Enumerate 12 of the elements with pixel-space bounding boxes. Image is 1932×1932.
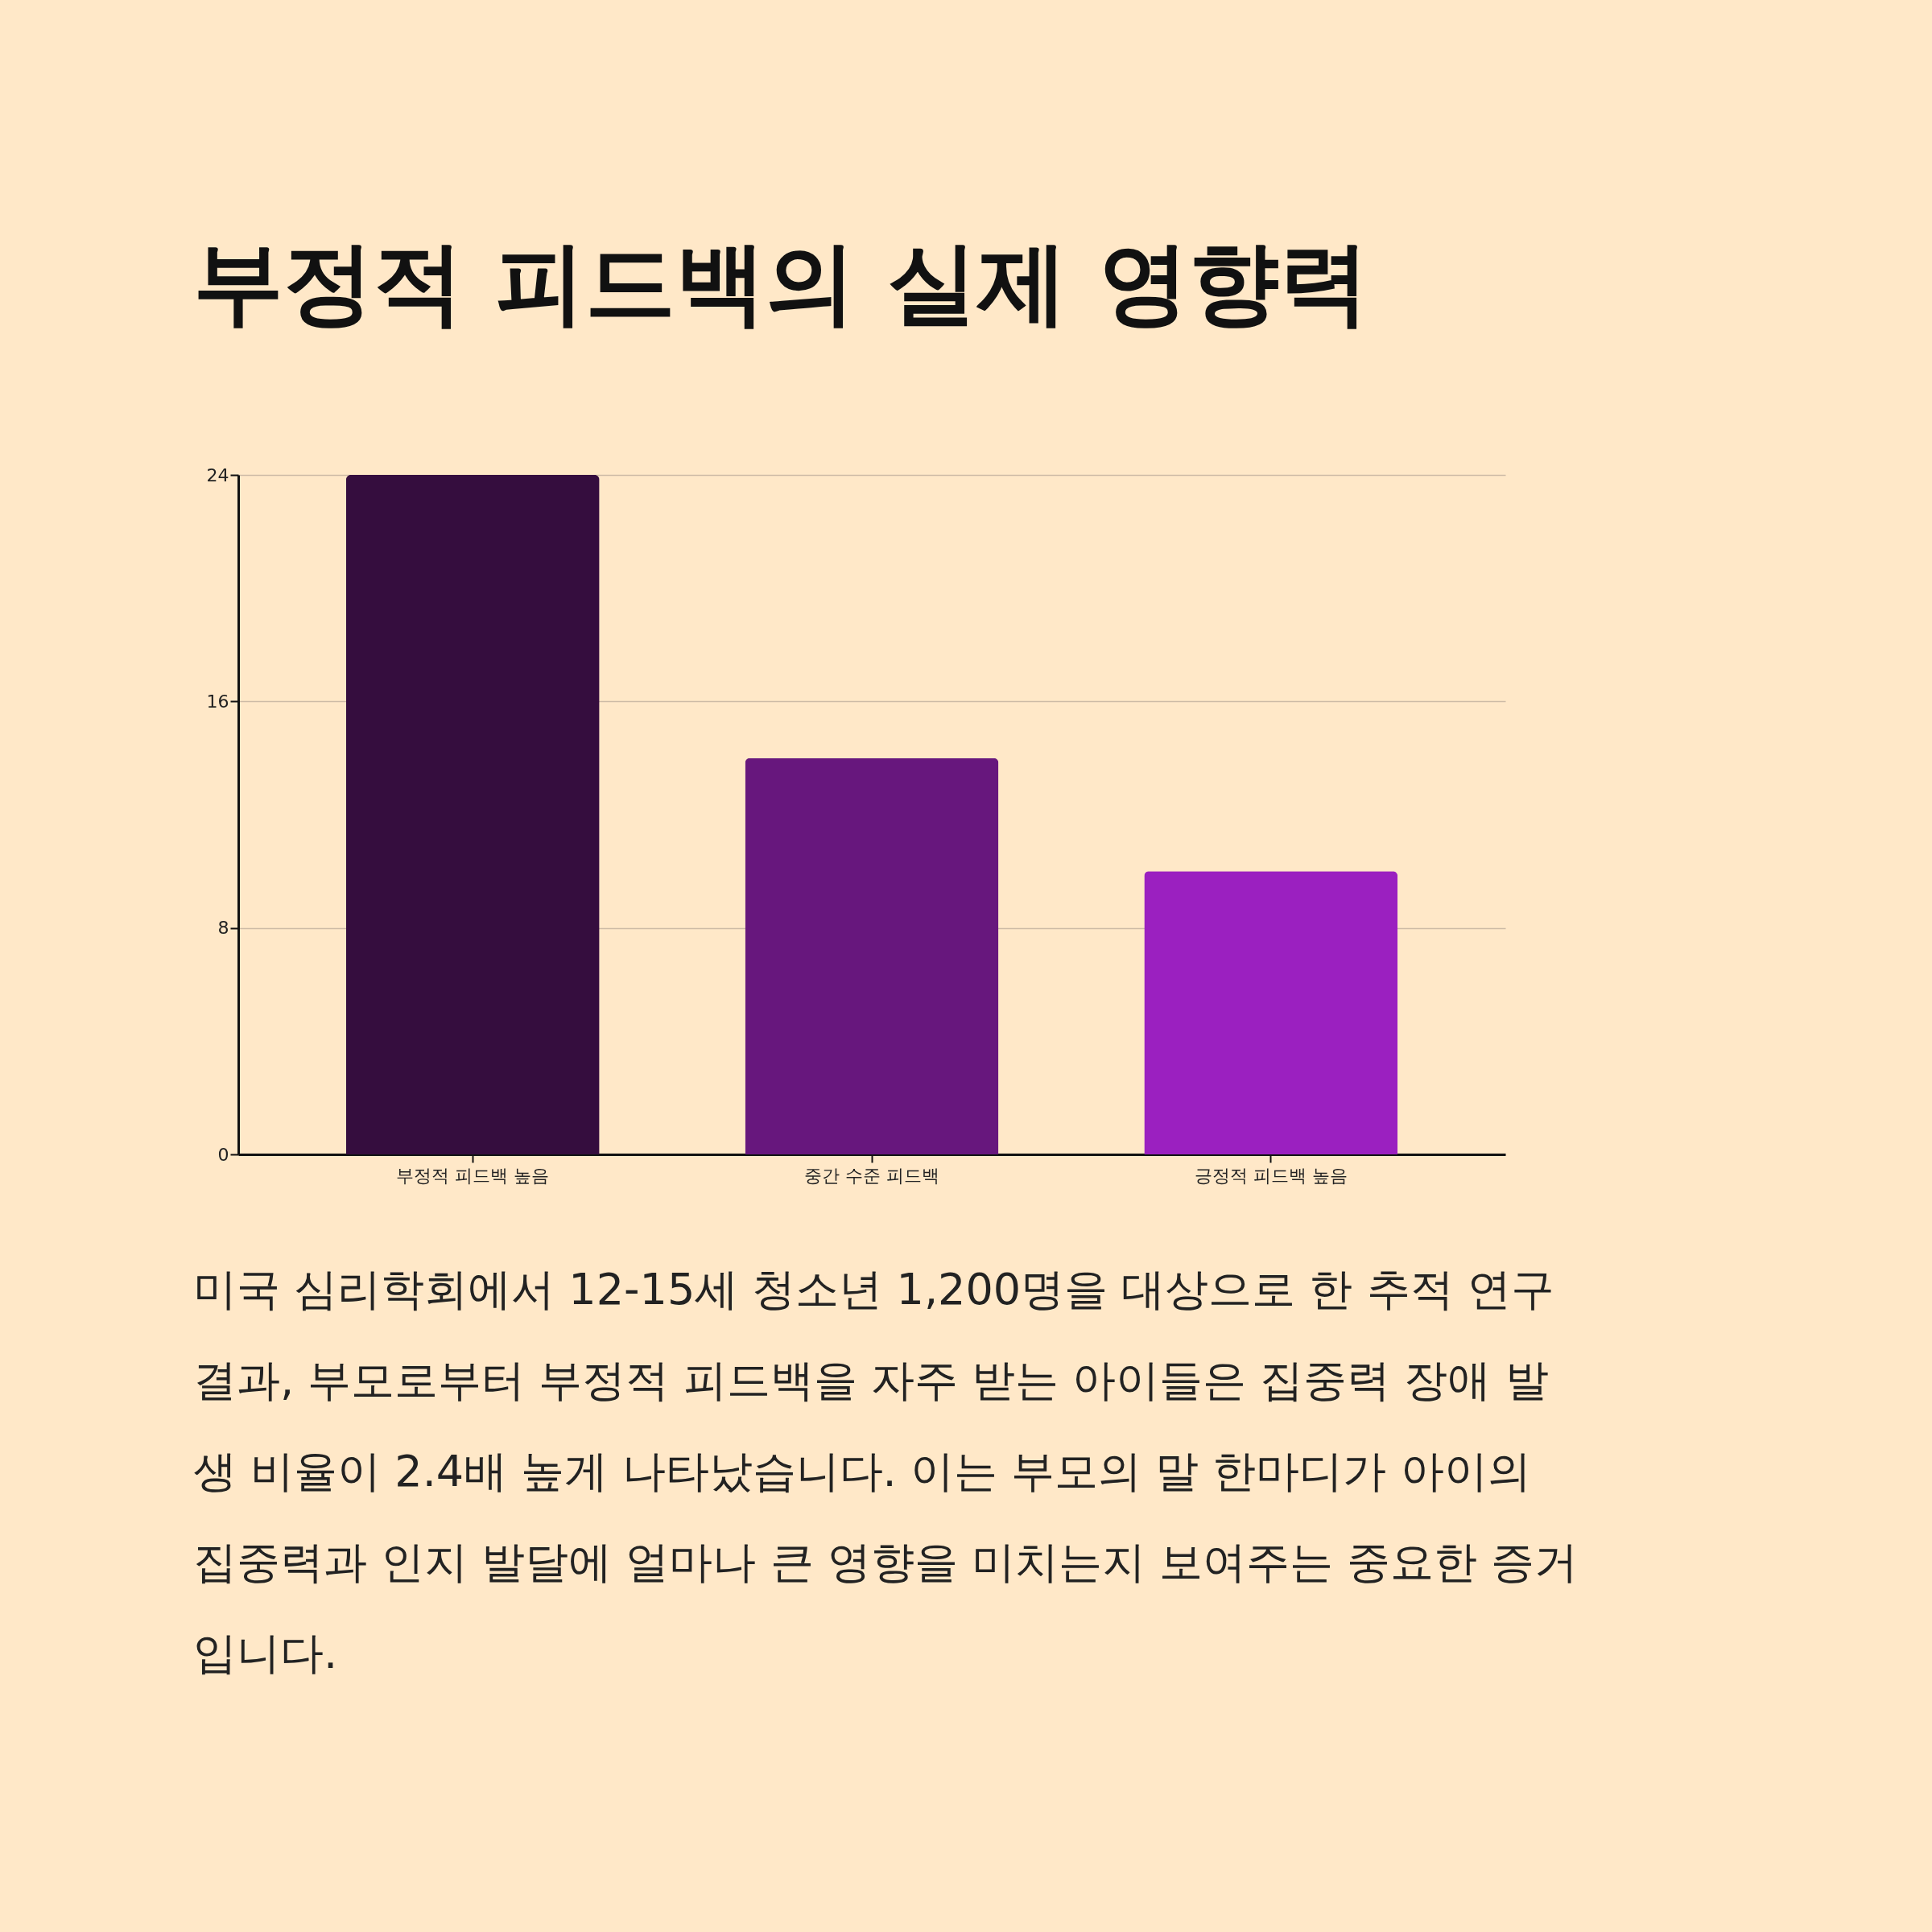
bar — [1144, 871, 1398, 1154]
y-tick-label: 0 — [217, 1144, 229, 1165]
x-tick-label: 부정적 피드백 높음 — [396, 1165, 550, 1186]
bar — [745, 758, 999, 1154]
chart-title: 부정적 피드백의 실제 영향력 — [193, 230, 1369, 335]
x-tick-label: 긍정적 피드백 높음 — [1194, 1165, 1348, 1186]
text: 미국 심리학회에서 12-15세 청소년 1,200명을 대상으로 한 추적 연구 결과, 부모로부터 부정적 피드백을 자주 받는 아이들은 집중력 장애 발생 비율이 2.4배 높게 나타났습니다. 이는 부모의 말 한마디가 아이의 집중력과 인지 발달에 얼마나 큰 영향을 미치는지 보여주는 중요한 증거입니다. — [193, 1264, 1579, 1678]
bar — [345, 475, 600, 1154]
y-tick-label: 24 — [206, 464, 229, 485]
y-tick-label: 16 — [206, 691, 229, 712]
x-tick-label: 중간 수준 피드백 — [804, 1165, 939, 1186]
y-tick-label: 8 — [217, 918, 229, 939]
